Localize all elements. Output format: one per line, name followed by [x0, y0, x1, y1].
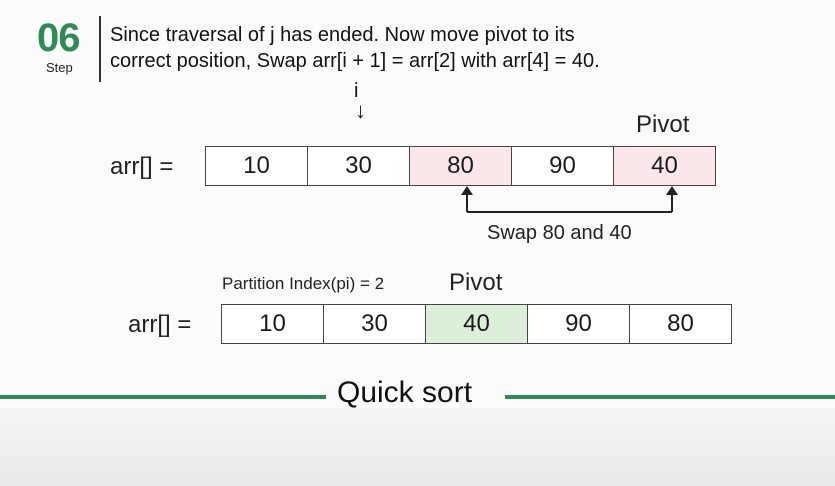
step-description: Since traversal of j has ended. Now move…	[110, 22, 830, 74]
arrow-down-icon: ↓	[355, 98, 366, 123]
description-line-2: correct position, Swap arr[i + 1] = arr[…	[110, 50, 600, 72]
step-number: 06	[37, 16, 80, 60]
top-pivot-label: Pivot	[636, 111, 690, 138]
top-array-cell-swap: 80	[409, 146, 512, 186]
top-array-cell: 30	[307, 146, 410, 186]
bottom-pivot-label: Pivot	[449, 269, 503, 296]
bottom-array-cell-pivot: 40	[425, 304, 528, 344]
top-array-label: arr[] =	[110, 153, 174, 180]
description-line-1: Since traversal of j has ended. Now move…	[110, 24, 575, 46]
bottom-array-cell: 10	[221, 304, 324, 344]
bottom-array-cell: 90	[527, 304, 630, 344]
step-divider	[99, 16, 101, 82]
step-label: Step	[46, 60, 73, 75]
swap-arrows-icon	[461, 186, 678, 213]
bottom-array-label: arr[] =	[128, 311, 192, 338]
top-array-cell-pivot: 40	[613, 146, 716, 186]
top-array-cell: 90	[511, 146, 614, 186]
footer-area	[0, 408, 835, 486]
top-array: 10 30 80 90 40	[205, 146, 716, 186]
index-i-label: i	[354, 80, 359, 102]
bottom-array-cell: 30	[323, 304, 426, 344]
bottom-array-cell: 80	[629, 304, 732, 344]
swap-caption: Swap 80 and 40	[487, 222, 632, 244]
top-array-cell: 10	[205, 146, 308, 186]
title-rule-left	[0, 395, 326, 399]
title-rule-right	[505, 395, 835, 399]
page-title: Quick sort	[337, 376, 473, 409]
partition-index-label: Partition Index(pi) = 2	[222, 274, 385, 293]
bottom-array: 10 30 40 90 80	[221, 304, 732, 344]
